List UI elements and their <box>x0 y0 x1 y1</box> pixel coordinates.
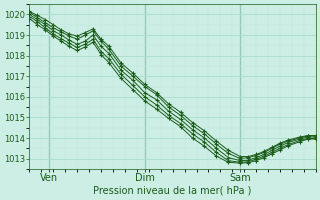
X-axis label: Pression niveau de la mer( hPa ): Pression niveau de la mer( hPa ) <box>93 186 252 196</box>
